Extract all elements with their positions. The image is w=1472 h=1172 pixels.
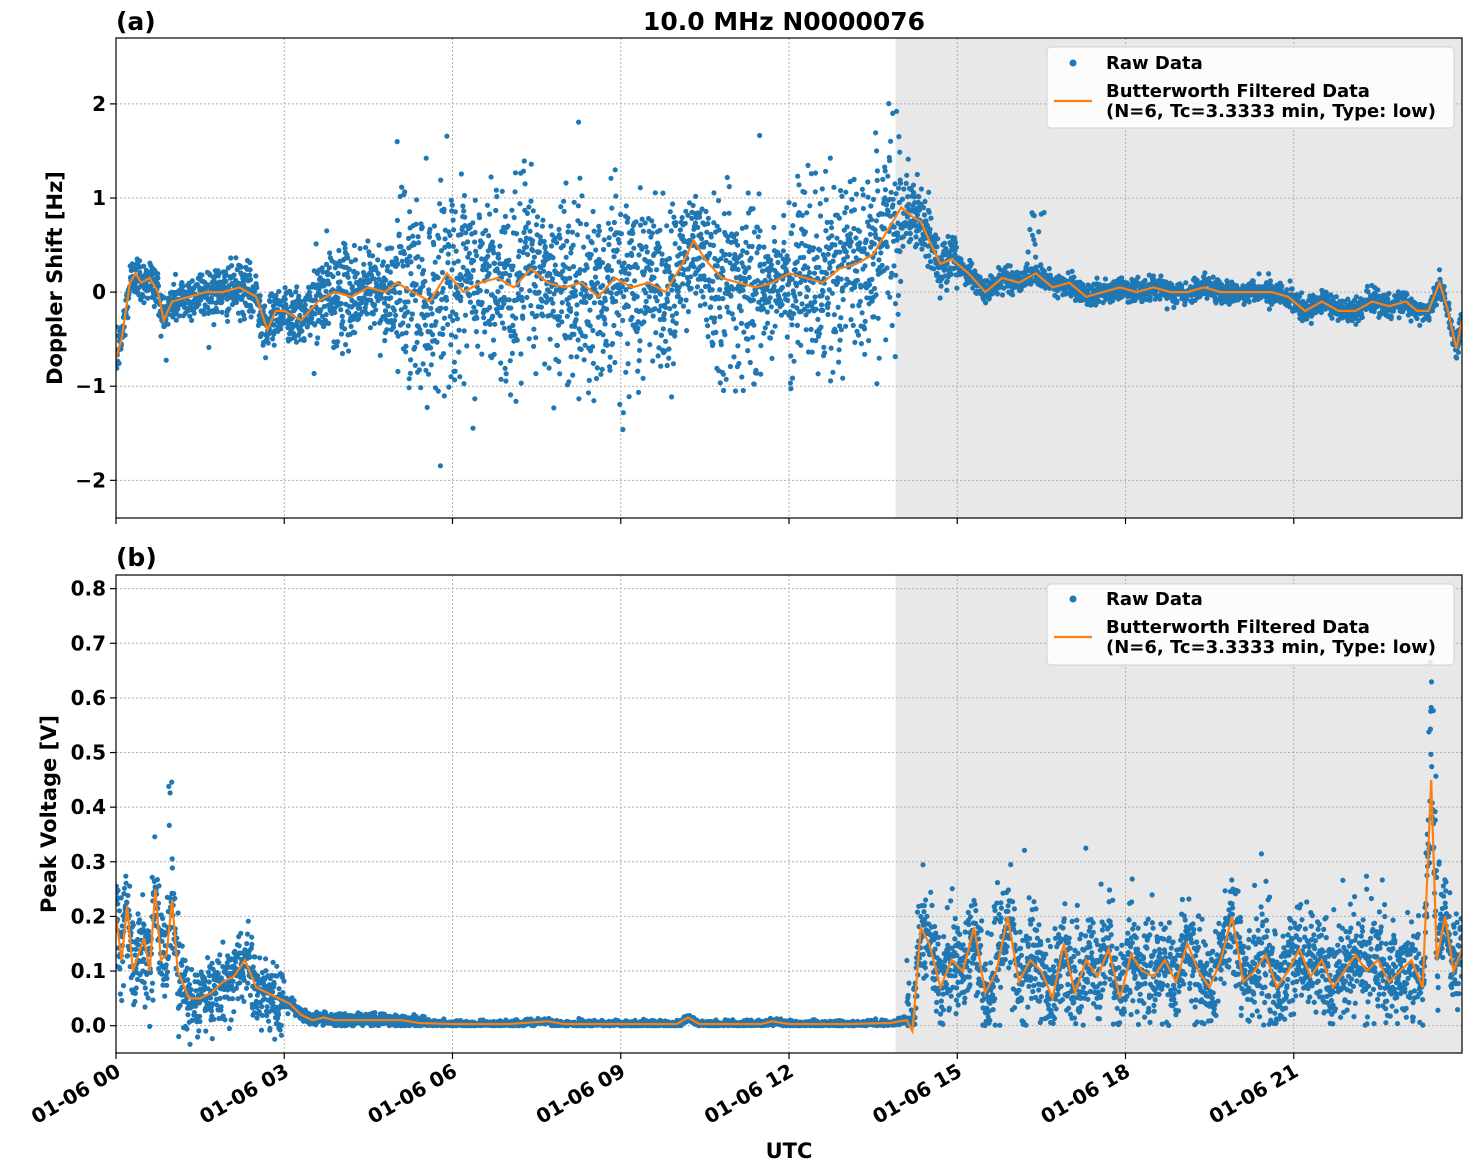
y-tick-label: 0.3 xyxy=(71,850,106,874)
panel-a-legend: Raw Data Butterworth Filtered Data (N=6, … xyxy=(1047,47,1454,128)
panel-a-title: 10.0 MHz N0000076 xyxy=(643,7,925,36)
panel-a-label: (a) xyxy=(116,7,156,36)
y-tick-label: 0.5 xyxy=(71,741,106,765)
y-tick-label: 0.4 xyxy=(71,795,106,819)
x-tick-label: 01-06 06 xyxy=(363,1059,461,1129)
panel-b-label: (b) xyxy=(116,543,157,572)
x-tick-label: 01-06 12 xyxy=(700,1059,798,1129)
x-tick-label: 01-06 21 xyxy=(1205,1059,1303,1129)
panel-b-x-ticks: 01-06 00 01-06 03 01-06 06 01-06 09 01-06 12… xyxy=(27,1053,1302,1129)
y-tick-label: 0.6 xyxy=(71,686,106,710)
panel-a-ylabel: Doppler Shift [Hz] xyxy=(43,171,67,385)
x-tick-label: 01-06 00 xyxy=(27,1059,125,1129)
legend-raw-marker xyxy=(1070,60,1077,67)
x-tick-label: 01-06 15 xyxy=(868,1059,966,1129)
panel-b-xlabel: UTC xyxy=(766,1139,813,1163)
y-tick-label: −2 xyxy=(75,468,106,492)
panel-a: 2 1 0 −1 −2 (a) 10.0 MHz N0000076 Doppler Sh… xyxy=(43,7,1465,524)
panel-b-legend: Raw Data Butterworth Filtered Data (N=6, … xyxy=(1047,584,1454,665)
legend-raw-label: Raw Data xyxy=(1106,589,1203,610)
legend-raw-marker xyxy=(1070,596,1077,603)
x-tick-label: 01-06 09 xyxy=(532,1059,630,1129)
y-tick-label: 0.2 xyxy=(71,904,106,928)
y-tick-label: 2 xyxy=(92,92,106,116)
panel-b: 0.00.10.20.30.40.50.60.70.8 01-06 00 01-0… xyxy=(27,543,1465,1163)
y-tick-label: 0.7 xyxy=(71,631,106,655)
y-tick-label: −1 xyxy=(75,374,106,398)
y-tick-label: 1 xyxy=(92,186,106,210)
y-tick-label: 0.8 xyxy=(71,577,106,601)
panel-a-x-ticks xyxy=(116,518,1294,524)
legend-raw-label: Raw Data xyxy=(1106,53,1203,74)
panel-b-y-ticks: 0.0 0.1 0.2 0.3 0.4 0.5 0.6 0.7 0.8 xyxy=(71,577,116,1038)
x-tick-label: 01-06 18 xyxy=(1036,1059,1134,1129)
y-tick-label: 0.0 xyxy=(71,1014,106,1038)
y-tick-label: 0.1 xyxy=(71,959,106,983)
panel-a-y-ticks: 2 1 0 −1 −2 xyxy=(75,92,116,492)
x-tick-label: 01-06 03 xyxy=(195,1059,293,1129)
panel-b-ylabel: Peak Voltage [V] xyxy=(37,715,61,913)
y-tick-label: 0 xyxy=(92,280,106,304)
